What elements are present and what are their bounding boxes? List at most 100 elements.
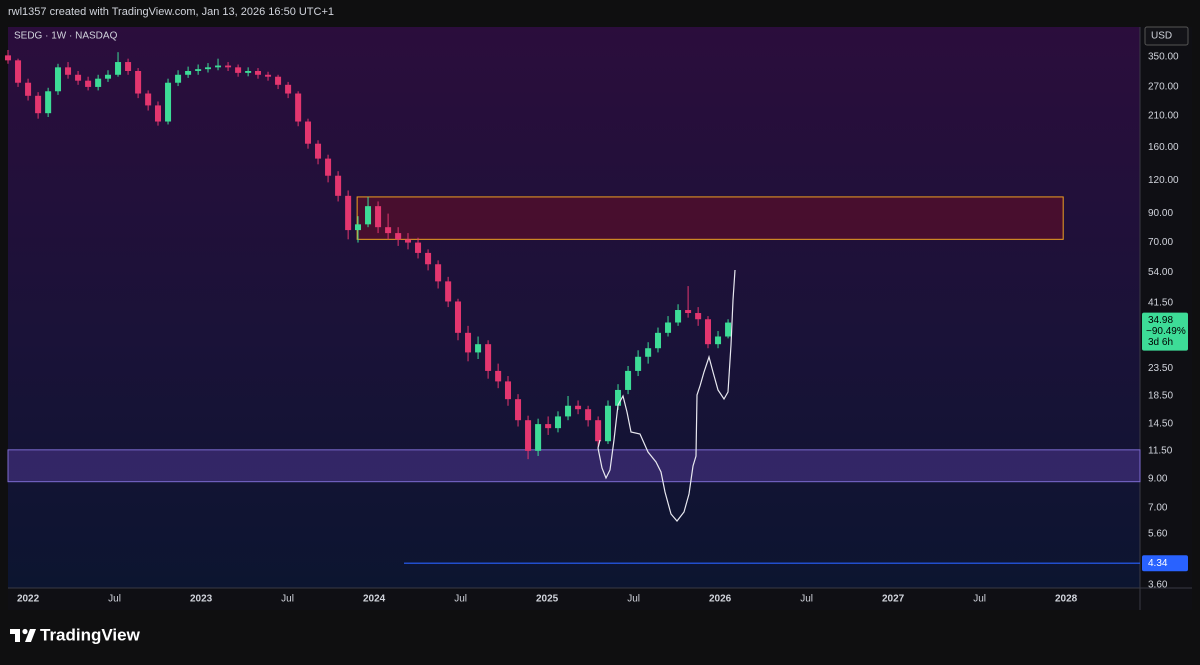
candle-body xyxy=(165,82,172,122)
candle-body xyxy=(65,67,72,75)
candle-body xyxy=(235,67,242,73)
y-tick-label: 54.00 xyxy=(1148,267,1173,278)
candle-body xyxy=(104,74,112,79)
x-tick-label: Jul xyxy=(454,594,467,605)
x-tick-label: 2023 xyxy=(190,594,213,605)
candle-body xyxy=(435,264,442,282)
candle-body xyxy=(525,420,532,451)
candle-body xyxy=(4,55,12,61)
candle-body xyxy=(35,95,42,114)
level-label-box xyxy=(1142,555,1188,572)
candle-body xyxy=(635,356,642,371)
y-tick-label: 14.50 xyxy=(1148,419,1173,430)
candle-body xyxy=(445,281,452,302)
y-tick-label: 350.00 xyxy=(1148,52,1179,63)
price-axis xyxy=(1140,27,1192,588)
y-tick-label: 5.60 xyxy=(1148,528,1168,539)
candle-body xyxy=(54,67,62,92)
y-tick-label: 3.60 xyxy=(1148,579,1168,590)
currency: USD xyxy=(1151,31,1172,42)
candle-body xyxy=(304,121,312,144)
y-tick-label: 70.00 xyxy=(1148,237,1173,248)
last-price: 34.98 xyxy=(1148,315,1173,326)
x-tick-label: 2022 xyxy=(17,594,40,605)
candle-body xyxy=(275,76,282,85)
candle-body xyxy=(45,91,52,114)
x-tick-label: 2024 xyxy=(363,594,386,605)
candle-body xyxy=(725,322,732,337)
candle-body xyxy=(495,370,502,382)
candle-body xyxy=(625,370,632,390)
candle-body xyxy=(254,70,262,75)
candle-body xyxy=(645,348,652,357)
candle-body xyxy=(315,143,322,159)
candle-body xyxy=(115,62,122,75)
x-tick-label: 2028 xyxy=(1055,594,1078,605)
brand-logo xyxy=(10,628,36,642)
symbol-label: SEDG · 1W · NASDAQ xyxy=(14,31,118,42)
brand: TradingView xyxy=(40,625,141,644)
candle-body xyxy=(365,206,372,225)
header: rwl1357 created with TradingView.com, Ja… xyxy=(8,6,334,18)
candle-body xyxy=(515,399,522,421)
logo-shape xyxy=(22,628,28,635)
y-tick-label: 210.00 xyxy=(1148,111,1179,122)
candle-body xyxy=(475,344,482,353)
x-tick-label: Jul xyxy=(108,594,121,605)
level-label: 4.34 xyxy=(1148,558,1168,569)
y-tick-label: 41.50 xyxy=(1148,297,1173,308)
candle-body xyxy=(425,252,432,265)
candle-body xyxy=(25,82,32,96)
candle-body xyxy=(195,69,202,71)
x-tick-label: Jul xyxy=(973,594,986,605)
candle-body xyxy=(604,405,612,442)
candle-body xyxy=(654,332,662,349)
candle-body xyxy=(145,93,152,106)
y-tick-label: 11.50 xyxy=(1148,445,1173,456)
logo-shape xyxy=(25,629,36,642)
candle-body xyxy=(585,409,592,421)
candle-body xyxy=(95,78,102,87)
candle-body xyxy=(204,67,212,70)
candle-body xyxy=(175,74,182,83)
candle-body xyxy=(15,60,22,83)
y-tick-label: 90.00 xyxy=(1148,208,1173,219)
candle-body xyxy=(504,381,512,400)
candle-body xyxy=(325,158,332,176)
candles xyxy=(4,49,732,460)
currency-box xyxy=(1144,26,1189,46)
candle-body xyxy=(185,70,192,75)
candle-body xyxy=(704,319,712,345)
last-change: −90.49% xyxy=(1146,326,1186,337)
candle-body xyxy=(535,424,542,451)
candle-body xyxy=(265,74,272,77)
x-tick-label: 2027 xyxy=(882,594,905,605)
candle-body xyxy=(685,310,692,314)
candle-body xyxy=(545,424,552,429)
time-axis xyxy=(8,588,1192,610)
candle-body xyxy=(85,80,92,87)
candle-body xyxy=(285,84,292,94)
candle-body xyxy=(125,62,132,71)
x-tick-label: 2025 xyxy=(536,594,559,605)
candle-body xyxy=(225,65,232,68)
y-tick-label: 9.00 xyxy=(1148,474,1168,485)
candle-body xyxy=(375,206,382,228)
x-tick-label: 2026 xyxy=(709,594,732,605)
candle-body xyxy=(615,389,622,406)
candle-body xyxy=(715,336,722,345)
logo-shape xyxy=(15,629,20,642)
candle-body xyxy=(354,224,362,231)
y-tick-label: 23.50 xyxy=(1148,363,1173,374)
candle-body xyxy=(695,313,702,320)
candle-body xyxy=(554,416,562,429)
zone xyxy=(7,449,1141,483)
candle-body xyxy=(335,175,342,196)
plot-area xyxy=(8,27,1140,588)
x-tick-label: Jul xyxy=(281,594,294,605)
candle-body xyxy=(245,70,252,73)
candle-body xyxy=(565,405,572,417)
candle-body xyxy=(75,74,82,81)
candle-body xyxy=(404,239,412,243)
